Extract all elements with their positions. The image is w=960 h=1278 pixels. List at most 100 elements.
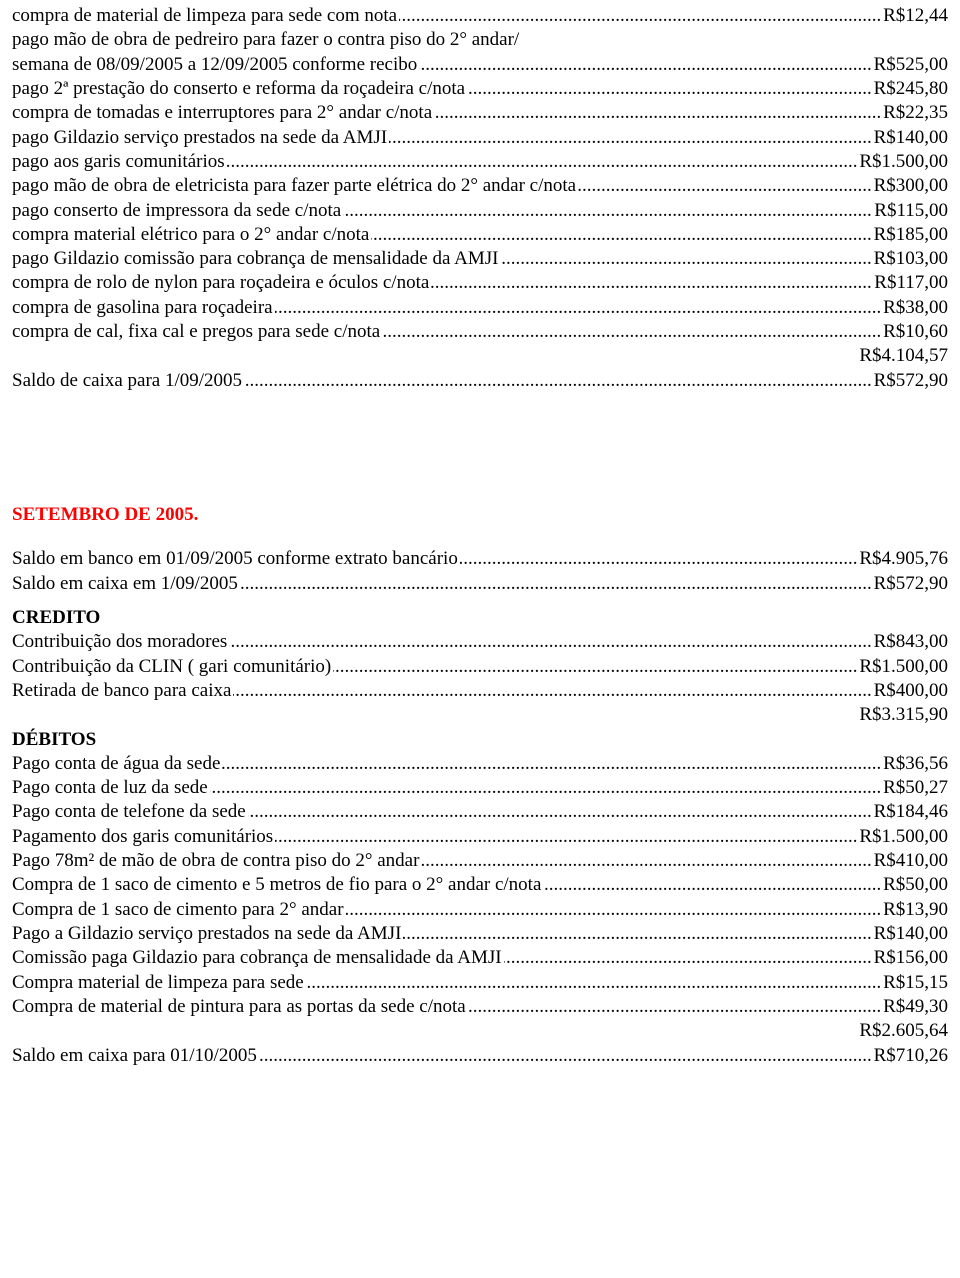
line-amount: R$572,90 xyxy=(872,369,948,393)
line-item: R$525,00 semana de 08/09/2005 a 12/09/200… xyxy=(12,53,948,77)
line-amount: R$300,00 xyxy=(872,174,948,198)
closing-balance: R$710,26 Saldo em caixa para 01/10/2005 xyxy=(12,1044,948,1068)
line-item: R$300,00 pago mão de obra de eletricista … xyxy=(12,174,948,198)
line-label: pago conserto de impressora da sede c/no… xyxy=(12,200,343,221)
line-label: pago Gildazio serviço prestados na sede … xyxy=(12,127,389,148)
line-amount: R$245,80 xyxy=(872,77,948,101)
line-label: Pago conta de água da sede xyxy=(12,753,222,774)
line-label: compra de cal, fixa cal e pregos para se… xyxy=(12,321,382,342)
line-label: pago mão de obra de eletricista para faz… xyxy=(12,175,578,196)
line-label: compra de gasolina para roçadeira xyxy=(12,297,275,318)
line-item: pago mão de obra de pedreiro para fazer … xyxy=(12,28,948,77)
debitos-total: R$2.605,64 xyxy=(12,1019,948,1043)
line-amount: R$103,00 xyxy=(872,247,948,271)
line-label: semana de 08/09/2005 a 12/09/2005 confor… xyxy=(12,54,419,75)
block1-total: R$4.104,57 xyxy=(12,344,948,368)
line-label: compra de rolo de nylon para roçadeira e… xyxy=(12,272,431,293)
line-amount: R$710,26 xyxy=(872,1044,948,1068)
line-label: Contribuição da CLIN ( gari comunitário) xyxy=(12,656,333,677)
line-label: compra de material de limpeza para sede … xyxy=(12,5,399,26)
line-label: pago mão de obra de pedreiro para fazer … xyxy=(12,28,948,52)
line-item: R$1.500,00 pago aos garis comunitários xyxy=(12,150,948,174)
line-amount: R$843,00 xyxy=(872,630,948,654)
line-item: R$1.500,00 Contribuição da CLIN ( gari co… xyxy=(12,655,948,679)
line-item: R$50,00 Compra de 1 saco de cimento e 5 m… xyxy=(12,873,948,897)
line-item: R$4.905,76 Saldo em banco em 01/09/2005 c… xyxy=(12,547,948,571)
line-item: R$140,00 pago Gildazio serviço prestados … xyxy=(12,126,948,150)
line-item: R$156,00 Comissão paga Gildazio para cobr… xyxy=(12,946,948,970)
line-amount: R$13,90 xyxy=(881,898,948,922)
line-amount: R$10,60 xyxy=(881,320,948,344)
credito-total: R$3.315,90 xyxy=(12,703,948,727)
debitos-header: DÉBITOS xyxy=(12,728,948,752)
line-label: Saldo de caixa para 1/09/2005 xyxy=(12,370,244,391)
line-item: R$115,00 pago conserto de impressora da s… xyxy=(12,199,948,223)
line-amount: R$15,15 xyxy=(881,971,948,995)
line-amount: R$400,00 xyxy=(872,679,948,703)
line-item: R$13,90 Compra de 1 saco de cimento para … xyxy=(12,898,948,922)
line-amount: R$22,35 xyxy=(881,101,948,125)
line-item: R$50,27 Pago conta de luz da sede xyxy=(12,776,948,800)
line-amount: R$1.500,00 xyxy=(857,655,948,679)
line-item: R$38,00compra de gasolina para roçadeira xyxy=(12,296,948,320)
line-amount: R$140,00 xyxy=(872,922,948,946)
line-item: R$103,00 pago Gildazio comissão para cobr… xyxy=(12,247,948,271)
line-item: R$410,00Pago 78m² de mão de obra de cont… xyxy=(12,849,948,873)
line-amount: R$36,56 xyxy=(881,752,948,776)
line-item: R$10,60 compra de cal, fixa cal e pregos … xyxy=(12,320,948,344)
line-amount: R$410,00 xyxy=(872,849,948,873)
line-item: R$15,15 Compra material de limpeza para s… xyxy=(12,971,948,995)
line-item: R$400,00 Retirada de banco para caixa xyxy=(12,679,948,703)
line-amount: R$12,44 xyxy=(881,4,948,28)
line-label: Compra de 1 saco de cimento e 5 metros d… xyxy=(12,874,543,895)
line-amount: R$117,00 xyxy=(872,271,948,295)
line-amount: R$49,30 xyxy=(881,995,948,1019)
line-item: R$140,00 Pago a Gildazio serviço prestado… xyxy=(12,922,948,946)
line-item: R$185,00compra material elétrico para o … xyxy=(12,223,948,247)
line-label: pago aos garis comunitários xyxy=(12,151,227,172)
line-label: Pago conta de luz da sede xyxy=(12,777,210,798)
line-amount: R$156,00 xyxy=(872,946,948,970)
line-amount: R$1.500,00 xyxy=(857,150,948,174)
line-amount: R$140,00 xyxy=(872,126,948,150)
line-item: R$22,35 compra de tomadas e interruptores… xyxy=(12,101,948,125)
line-item: R$184,46 Pago conta de telefone da sede xyxy=(12,800,948,824)
line-amount: R$1.500,00 xyxy=(857,825,948,849)
line-label: compra material elétrico para o 2° andar… xyxy=(12,224,371,245)
line-label: Saldo em caixa em 1/09/2005 xyxy=(12,573,240,594)
line-label: Comissão paga Gildazio para cobrança de … xyxy=(12,947,504,968)
line-amount: R$50,27 xyxy=(881,776,948,800)
line-label: Pago conta de telefone da sede xyxy=(12,801,248,822)
line-item: R$572,90 Saldo de caixa para 1/09/2005 xyxy=(12,369,948,393)
line-label: Compra de 1 saco de cimento para 2° anda… xyxy=(12,899,346,920)
line-label: Saldo em banco em 01/09/2005 conforme ex… xyxy=(12,548,460,569)
line-label: Pagamento dos garis comunitários xyxy=(12,826,275,847)
credito-list: R$843,00 Contribuição dos moradores R$1.50… xyxy=(12,630,948,703)
line-amount: R$4.905,76 xyxy=(857,547,948,571)
line-item: R$1.500,00 Pagamento dos garis comunitári… xyxy=(12,825,948,849)
line-amount: R$115,00 xyxy=(872,199,948,223)
line-label: Compra material de limpeza para sede xyxy=(12,972,306,993)
line-amount: R$525,00 xyxy=(872,53,948,77)
line-label: compra de tomadas e interruptores para 2… xyxy=(12,102,434,123)
line-item: R$117,00 compra de rolo de nylon para roç… xyxy=(12,271,948,295)
line-amount: R$184,46 xyxy=(872,800,948,824)
line-item: R$12,44 compra de material de limpeza par… xyxy=(12,4,948,28)
section-spacer xyxy=(12,393,948,503)
line-item: R$36,56 Pago conta de água da sede xyxy=(12,752,948,776)
line-item: R$49,30 Compra de material de pintura par… xyxy=(12,995,948,1019)
line-label: Compra de material de pintura para as po… xyxy=(12,996,468,1017)
opening-balances: R$4.905,76 Saldo em banco em 01/09/2005 c… xyxy=(12,547,948,596)
line-label: Saldo em caixa para 01/10/2005 xyxy=(12,1045,259,1066)
line-amount: R$50,00 xyxy=(881,873,948,897)
credito-header: CREDITO xyxy=(12,606,948,630)
section-title-setembro: SETEMBRO DE 2005. xyxy=(12,503,948,527)
line-item: R$843,00 Contribuição dos moradores xyxy=(12,630,948,654)
line-label: Pago a Gildazio serviço prestados na sed… xyxy=(12,923,403,944)
line-label: Retirada de banco para caixa xyxy=(12,680,233,701)
line-item: R$245,80 pago 2ª prestação do conserto e … xyxy=(12,77,948,101)
line-label: pago 2ª prestação do conserto e reforma … xyxy=(12,78,467,99)
line-label: Contribuição dos moradores xyxy=(12,631,229,652)
line-label: pago Gildazio comissão para cobrança de … xyxy=(12,248,500,269)
line-amount: R$572,90 xyxy=(872,572,948,596)
